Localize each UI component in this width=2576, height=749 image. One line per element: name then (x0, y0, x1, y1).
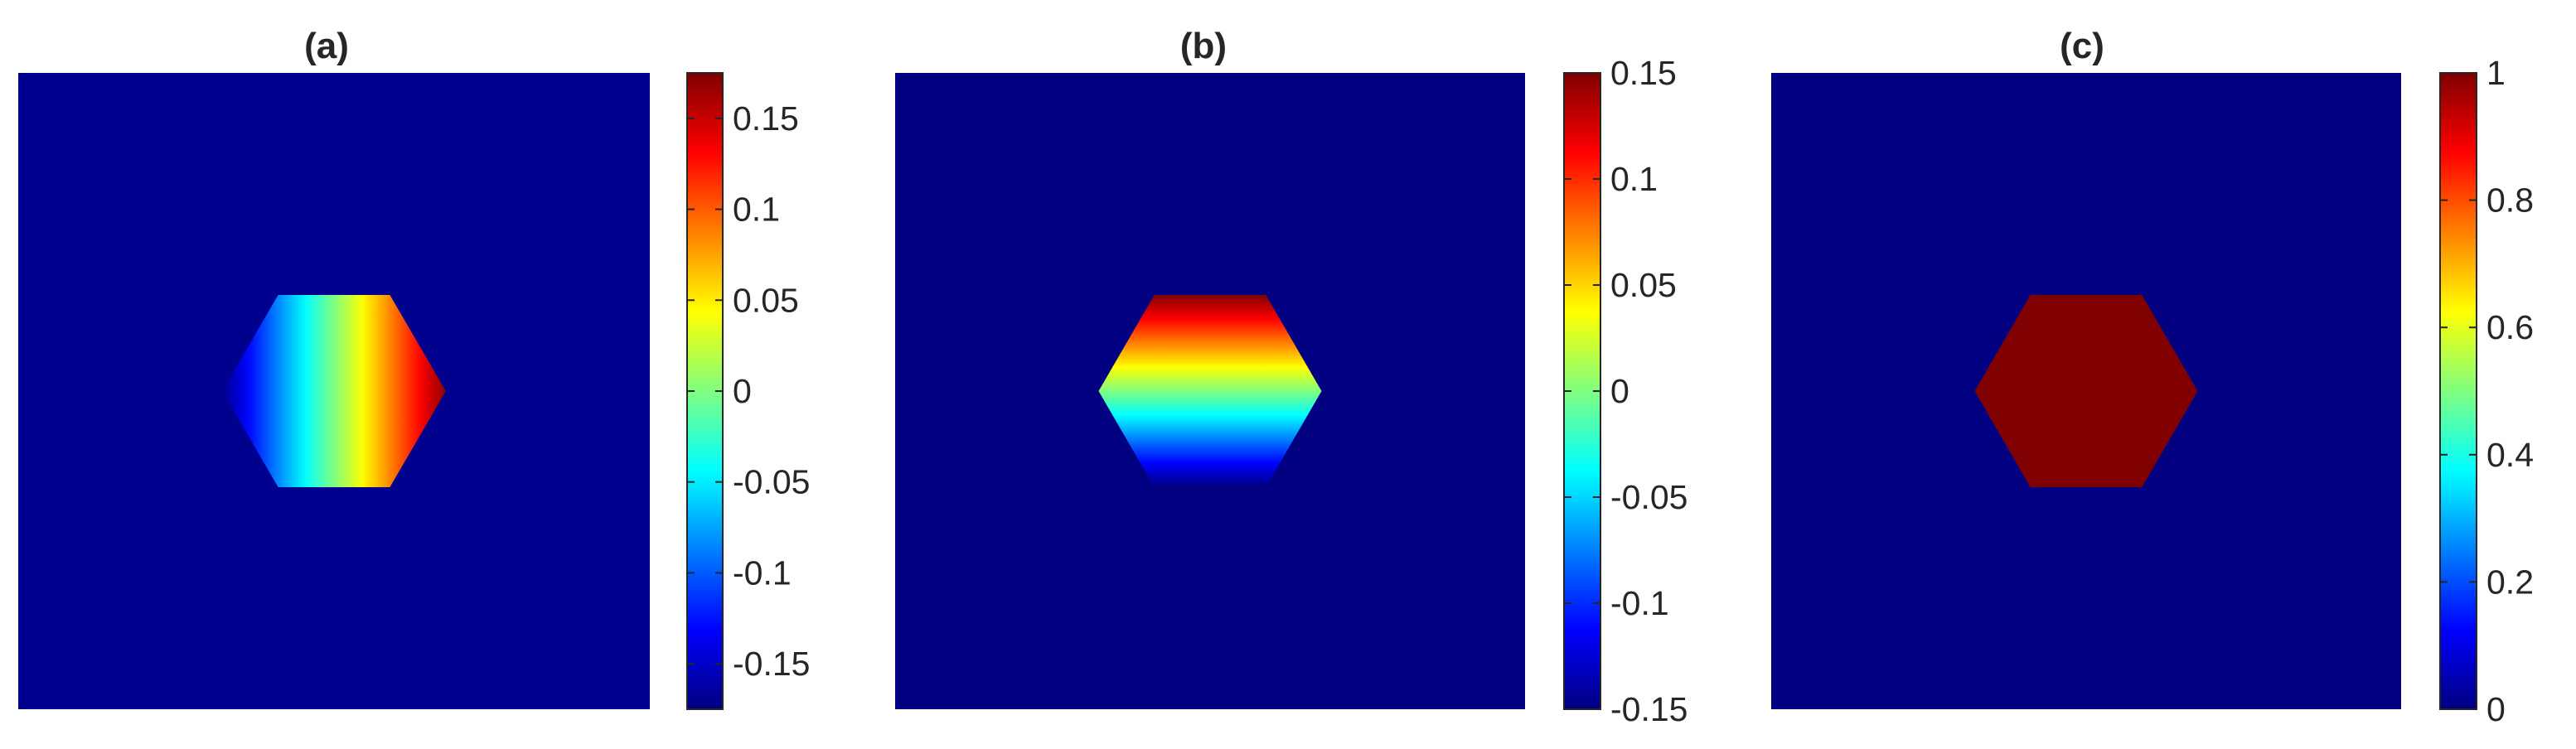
colorbar-tick-label: -0.05 (733, 463, 810, 501)
colorbar-tick-label: 0.15 (733, 99, 799, 138)
colorbar-tick-label: 0.1 (733, 191, 780, 229)
panel-c-colorbar-ticks: 0 0.2 0.4 0.6 0.8 1 (2440, 54, 2534, 728)
panel-a-title: (a) (304, 26, 349, 66)
panel-c-hexagon (1974, 295, 2198, 487)
panel-c: (c) 0 0.2 0.4 0.6 0.8 1 (1771, 26, 2534, 728)
colorbar-tick-label: -0.05 (1610, 478, 1687, 516)
colorbar-tick-label: 0.05 (1610, 266, 1677, 304)
colorbar-tick-label: 0 (1610, 372, 1629, 410)
colorbar-tick-label: 0.4 (2486, 436, 2534, 474)
colorbar-tick-label: -0.1 (1610, 584, 1669, 622)
colorbar-tick-label: 0.05 (733, 281, 799, 319)
colorbar-tick-label: 0.15 (1610, 54, 1677, 92)
colorbar-tick-label: 0.6 (2486, 308, 2534, 346)
panel-a-colorbar-ticks: -0.15 -0.1 -0.05 0 0.05 0.1 0.15 (687, 99, 810, 683)
panel-b: (b) -0.15 -0.1 -0.05 0 0.05 0.1 0.15 (895, 26, 1687, 728)
colorbar-tick-label: 1 (2486, 54, 2506, 92)
panel-b-colorbar-ticks: -0.15 -0.1 -0.05 0 0.05 0.1 0.15 (1564, 54, 1687, 728)
colorbar-tick-label: -0.15 (733, 645, 810, 683)
colorbar-tick-label: 0.2 (2486, 563, 2534, 601)
colorbar-tick-label: 0.1 (1610, 160, 1658, 198)
colorbar-tick-label: 0 (733, 372, 752, 410)
panel-b-title: (b) (1180, 26, 1227, 66)
panel-c-colorbar (2439, 72, 2477, 710)
colorbar-tick-label: -0.1 (733, 553, 792, 592)
panel-b-hexagon (1098, 295, 1322, 487)
panel-a: (a) -0.15 -0.1 -0.05 0 0.05 0.1 0.15 (18, 26, 810, 710)
panel-a-hexagon (222, 295, 446, 487)
colorbar-tick-label: -0.15 (1610, 690, 1687, 728)
colorbar-tick-label: 0 (2486, 690, 2506, 728)
panel-c-title: (c) (2060, 26, 2104, 66)
colorbar-tick-label: 0.8 (2486, 181, 2534, 220)
